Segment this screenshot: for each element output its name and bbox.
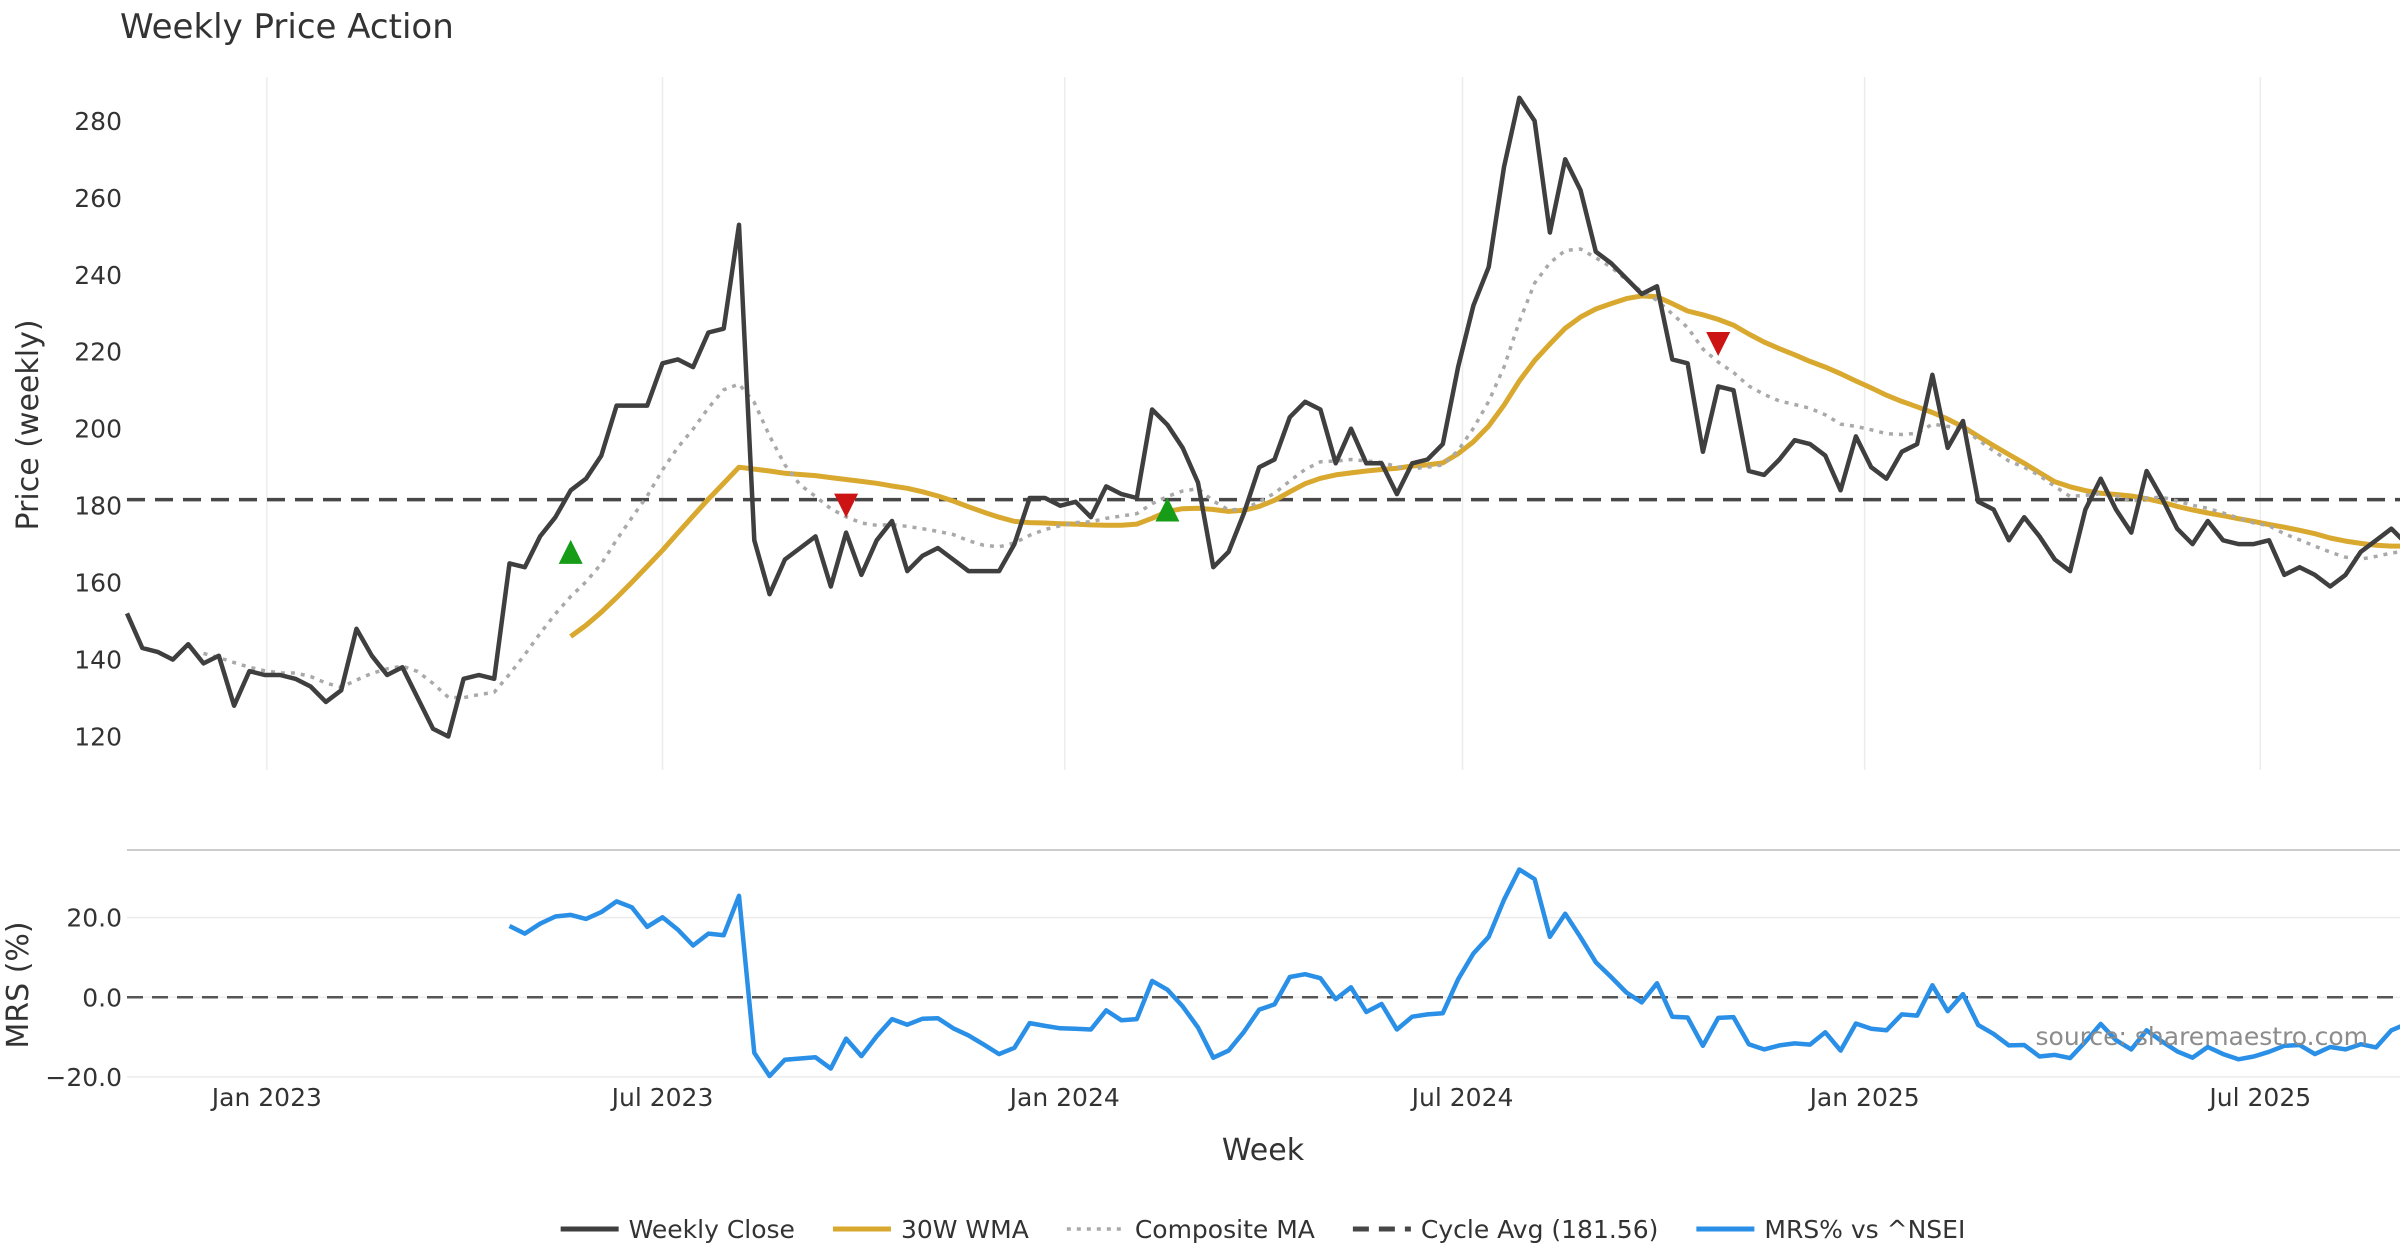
legend: Weekly Close 30W WMA Composite MA Cycle Avg… — [560, 1215, 1965, 1244]
x-tick-label: Jan 2025 — [1808, 1083, 1920, 1112]
legend-label-wma: 30W WMA — [901, 1215, 1029, 1244]
price-y-tick-label: 260 — [74, 184, 122, 213]
x-tick-label: Jan 2024 — [1008, 1083, 1120, 1112]
price-y-tick-label: 160 — [74, 569, 122, 598]
price-y-tick-label: 200 — [74, 415, 122, 444]
price-y-tick-label: 220 — [74, 338, 122, 367]
x-axis-label: Week — [1222, 1133, 1305, 1168]
x-axis-ticks: Jan 2023 Jul 2023 Jan 2024 Jul 2024 Jan 2025… — [210, 1083, 2311, 1112]
price-y-tick-label: 120 — [74, 723, 122, 752]
mrs-y-tick-label: −20.0 — [45, 1063, 122, 1092]
legend-label-composite: Composite MA — [1135, 1215, 1315, 1244]
legend-label-close: Weekly Close — [629, 1215, 795, 1244]
weekly-close-line — [124, 95, 2400, 739]
sell-signal-marker — [834, 493, 859, 518]
x-tick-label: Jul 2023 — [610, 1083, 714, 1112]
x-tick-label: Jul 2024 — [1410, 1083, 1514, 1112]
price-gridlines — [266, 77, 2262, 770]
mrs-line — [508, 867, 2400, 1079]
chart-title: Weekly Price Action — [120, 7, 454, 47]
buy-signal-marker — [558, 539, 583, 564]
sell-signal-marker — [1706, 332, 1731, 357]
buy-signal-marker — [1155, 497, 1180, 522]
wma-line — [569, 293, 2400, 639]
signal-markers — [558, 332, 1731, 564]
composite-ma-line — [203, 247, 2400, 700]
legend-label-cycle: Cycle Avg (181.56) — [1421, 1215, 1659, 1244]
source-watermark: source: sharemaestro.com — [2036, 1022, 2369, 1051]
price-y-tick-label: 280 — [74, 107, 122, 136]
price-y-tick-label: 240 — [74, 261, 122, 290]
legend-label-mrs: MRS% vs ^NSEI — [1764, 1215, 1965, 1244]
mrs-y-tick-label: 20.0 — [66, 904, 122, 933]
mrs-y-axis-label: MRS (%) — [1, 921, 36, 1048]
price-y-ticks: 120 140 160 180 200 220 240 260 280 — [74, 107, 122, 752]
price-y-tick-label: 140 — [74, 646, 122, 675]
x-tick-label: Jul 2025 — [2207, 1083, 2311, 1112]
mrs-y-tick-label: 0.0 — [82, 983, 122, 1012]
price-y-axis-label: Price (weekly) — [11, 319, 46, 530]
price-y-tick-label: 180 — [74, 492, 122, 521]
x-tick-label: Jan 2023 — [210, 1083, 322, 1112]
mrs-y-ticks: 20.0 0.0 −20.0 — [45, 904, 122, 1092]
